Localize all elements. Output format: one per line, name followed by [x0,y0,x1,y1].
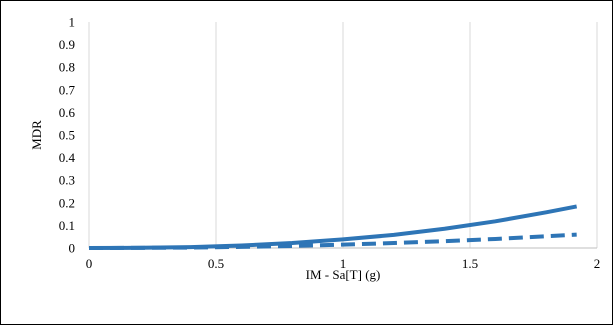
gridlines [88,22,598,248]
y-tick-label: 0.8 [59,60,75,75]
y-tick-label: 0.2 [59,195,75,210]
x-tick-label: 1.5 [462,256,478,271]
x-tick-labels: 0 0.5 1 1.5 2 [86,256,601,271]
x-tick-label: 0 [86,256,93,271]
x-axis-label: IM - Sa[T] (g) [306,267,381,282]
y-tick-label: 0 [69,241,76,256]
y-axis-label: MDR [29,120,44,150]
y-tick-label: 0.3 [59,173,75,188]
y-tick-label: 1 [69,15,76,30]
y-tick-label: 0.4 [59,150,76,165]
series-line-dashed [88,232,577,250]
x-tick-label: 1 [340,256,347,271]
y-tick-label: 0.5 [59,128,75,143]
x-tick-label: 0.5 [208,256,224,271]
y-tick-label: 0.1 [59,218,75,233]
y-tick-labels: 0 0.1 0.2 0.3 0.4 0.5 0.6 0.7 0.8 0.9 1 [59,15,76,256]
mdr-chart: 0 0.5 1 1.5 2 00.10.20.30.40.50.60.70.80.91 … [29,15,601,283]
series-line-solid [88,204,578,250]
x-tick-label: 2 [594,256,601,271]
series-layer [88,204,578,250]
y-tick-label: 0.6 [59,105,76,120]
y-tick-label: 0.9 [59,37,75,52]
y-tick-label: 0.7 [59,82,76,97]
